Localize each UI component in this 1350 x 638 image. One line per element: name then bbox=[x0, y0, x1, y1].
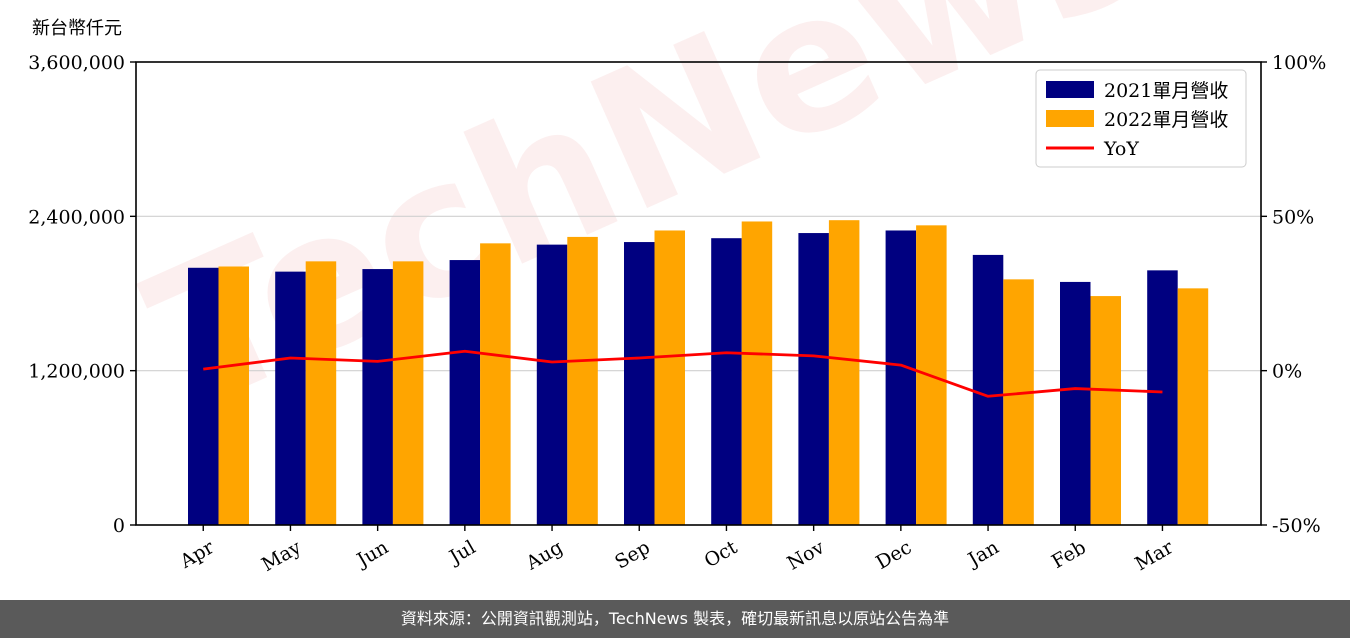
bar-2021 bbox=[711, 238, 742, 526]
x-tick-label: Sep bbox=[611, 536, 654, 573]
revenue-chart: 0 1,200,000 2,400,000 3,600,000 -50% 0% 50% 100… bbox=[28, 52, 1326, 576]
bar-2022 bbox=[305, 261, 337, 525]
y-left-tick-label: 1,200,000 bbox=[28, 361, 125, 383]
bar-2021 bbox=[1060, 281, 1091, 525]
bar-2021 bbox=[972, 254, 1004, 525]
y-left-tick-label: 3,600,000 bbox=[28, 52, 125, 74]
bar-2022 bbox=[480, 243, 511, 525]
x-tick-label: Jul bbox=[444, 536, 479, 569]
x-tick-label: Jan bbox=[963, 536, 1003, 572]
bar-2021 bbox=[536, 244, 568, 525]
legend-label: YoY bbox=[1103, 138, 1139, 160]
legend-swatch-2021 bbox=[1046, 81, 1094, 98]
bar-2021 bbox=[885, 230, 917, 525]
bar-2021 bbox=[798, 233, 829, 525]
y-right-tick-label: 0% bbox=[1272, 361, 1302, 383]
legend-swatch-2022 bbox=[1046, 110, 1094, 127]
bar-2022 bbox=[567, 236, 598, 525]
bar-2022 bbox=[218, 266, 249, 525]
y-right-tick-label: 50% bbox=[1272, 206, 1314, 228]
bar-2022 bbox=[1090, 296, 1121, 525]
y-axis-unit-label: 新台幣仟元 bbox=[32, 18, 122, 39]
bar-2022 bbox=[392, 261, 424, 525]
x-tick-label: Oct bbox=[701, 536, 742, 572]
plot-frame bbox=[135, 61, 1262, 526]
bar-2022 bbox=[828, 220, 860, 526]
bar-2022 bbox=[654, 230, 685, 525]
x-tick-label: Nov bbox=[784, 536, 829, 575]
bar-2021 bbox=[449, 260, 481, 525]
y-right-tick-label: -50% bbox=[1272, 515, 1321, 537]
x-tick-label: Jun bbox=[352, 536, 393, 572]
x-tick-label: Aug bbox=[522, 536, 567, 575]
bar-2022 bbox=[1003, 279, 1034, 525]
x-tick-label: May bbox=[258, 536, 305, 576]
x-tick-label: Apr bbox=[176, 536, 219, 573]
bar-2022 bbox=[741, 221, 773, 525]
y-left-tick-label: 2,400,000 bbox=[28, 206, 125, 228]
bar-2021 bbox=[362, 269, 393, 525]
bar-2022 bbox=[1177, 288, 1209, 525]
bar-2021 bbox=[188, 267, 219, 525]
bar-2021 bbox=[1147, 270, 1178, 525]
bar-2021 bbox=[624, 242, 655, 526]
legend-label: 2021單月營收 bbox=[1104, 80, 1228, 102]
yoy-line bbox=[203, 349, 1163, 398]
legend-label: 2022單月營收 bbox=[1104, 109, 1228, 131]
y-right-tick-label: 100% bbox=[1272, 52, 1326, 74]
x-tick-label: Mar bbox=[1131, 536, 1177, 575]
source-footer: 資料來源：公開資訊觀測站，TechNews 製表，確切最新訊息以原站公告為準 bbox=[0, 600, 1350, 638]
x-tick-label: Feb bbox=[1048, 536, 1090, 573]
y-left-tick-label: 0 bbox=[113, 515, 125, 537]
bar-2021 bbox=[275, 271, 306, 525]
x-tick-label: Dec bbox=[872, 536, 915, 574]
